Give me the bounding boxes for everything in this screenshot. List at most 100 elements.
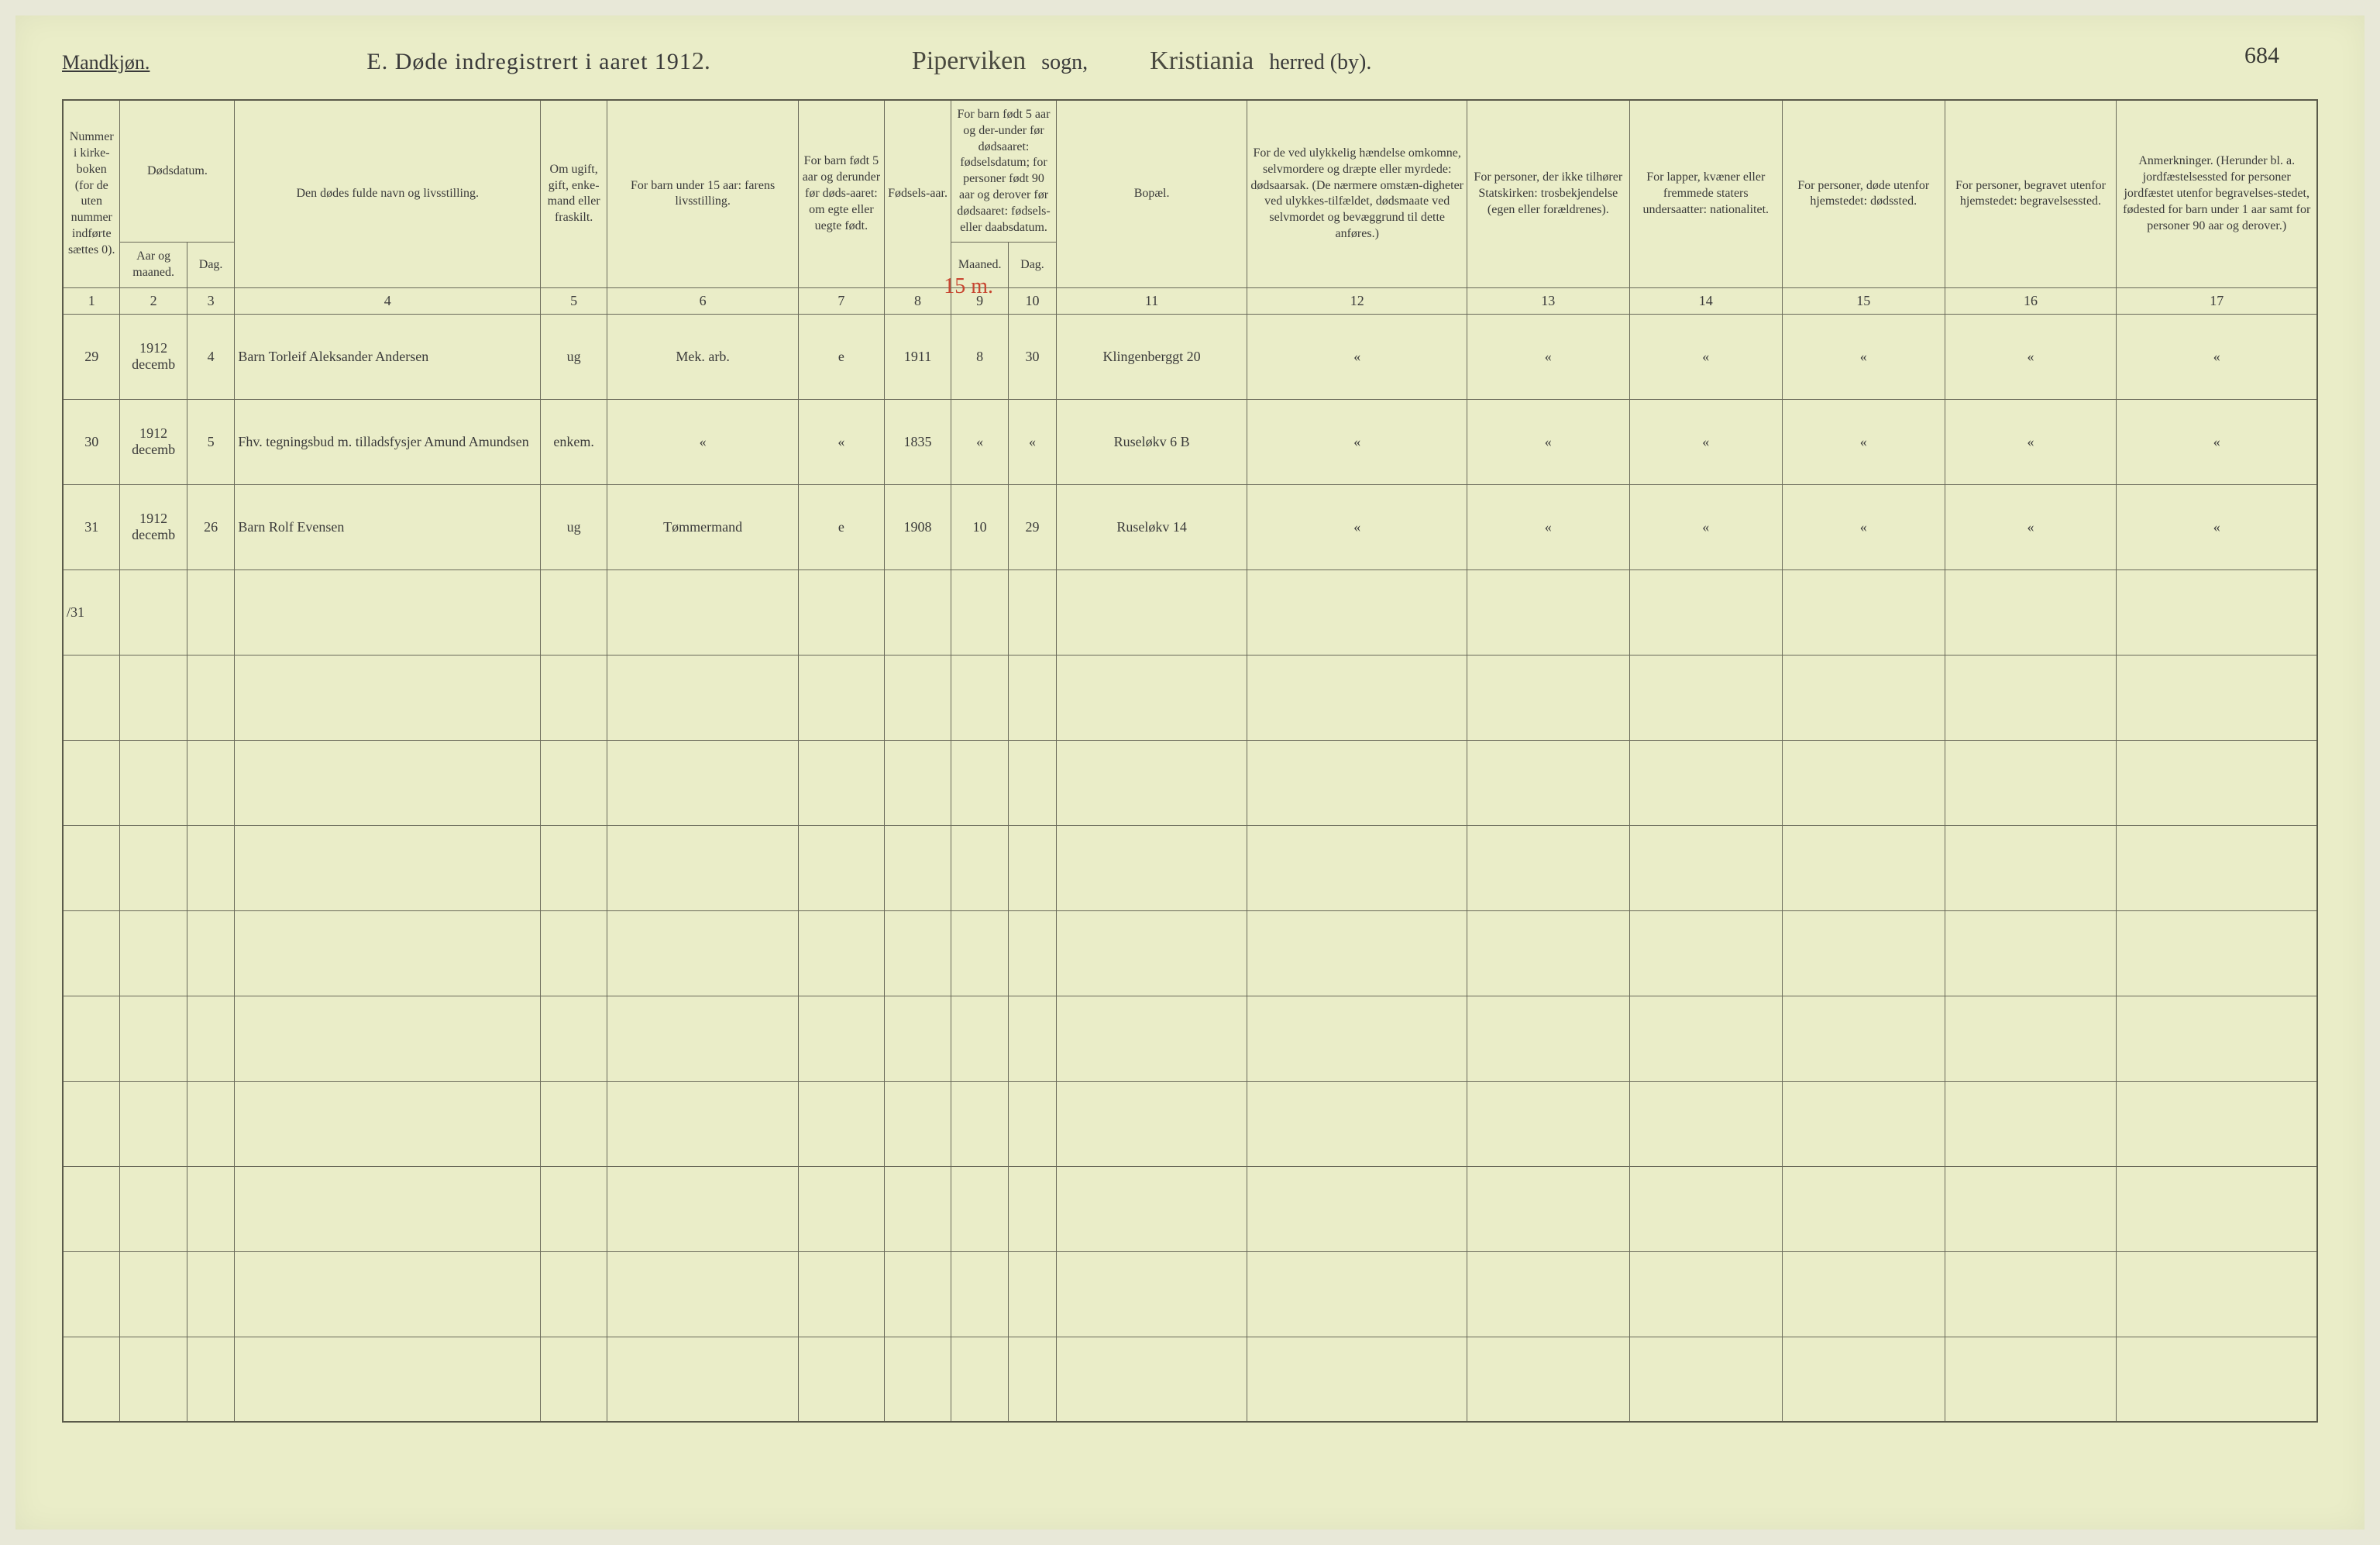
cell: « xyxy=(1009,399,1057,484)
cell xyxy=(607,996,799,1081)
cell xyxy=(235,1166,541,1251)
cell xyxy=(1467,996,1630,1081)
cell xyxy=(1056,996,1247,1081)
cell xyxy=(235,996,541,1081)
cell xyxy=(1782,740,1945,825)
cell: « xyxy=(1945,484,2117,569)
cell: 8 xyxy=(951,314,1009,399)
death-register-table: Nummer i kirke-boken (for de uten nummer… xyxy=(62,99,2318,1423)
cell xyxy=(607,1081,799,1166)
colnum: 15 xyxy=(1782,287,1945,314)
colnum: 12 xyxy=(1247,287,1467,314)
cell: « xyxy=(1247,399,1467,484)
table-row: 301912 decemb5Fhv. tegningsbud m. tillad… xyxy=(63,399,2317,484)
cell xyxy=(1945,1081,2117,1166)
cell xyxy=(1945,569,2117,655)
cell xyxy=(798,569,884,655)
cell xyxy=(235,1081,541,1166)
cell: « xyxy=(2117,314,2317,399)
cell xyxy=(607,1251,799,1337)
cell xyxy=(1056,1166,1247,1251)
cell: « xyxy=(1782,399,1945,484)
cell xyxy=(187,996,235,1081)
cell: Ruseløkv 14 xyxy=(1056,484,1247,569)
cell xyxy=(187,1081,235,1166)
cell xyxy=(1009,569,1057,655)
cell xyxy=(1056,1337,1247,1422)
cell xyxy=(951,569,1009,655)
cell xyxy=(120,825,187,910)
cell xyxy=(1945,1166,2117,1251)
cell xyxy=(1467,825,1630,910)
cell: 1912 decemb xyxy=(120,399,187,484)
cell xyxy=(120,996,187,1081)
cell: 1835 xyxy=(884,399,951,484)
cell xyxy=(120,1251,187,1337)
table-row xyxy=(63,1166,2317,1251)
cell xyxy=(1009,740,1057,825)
cell xyxy=(1782,825,1945,910)
col-header-5: Om ugift, gift, enke-mand eller fraskilt… xyxy=(540,100,607,287)
cell: Fhv. tegningsbud m. tilladsfysjer Amund … xyxy=(235,399,541,484)
cell xyxy=(235,825,541,910)
cell xyxy=(2117,1166,2317,1251)
sogn-label: sogn, xyxy=(1041,50,1088,75)
cell xyxy=(63,910,120,996)
cell: 26 xyxy=(187,484,235,569)
table-row xyxy=(63,910,2317,996)
year-suffix: 2. xyxy=(692,46,710,75)
cell: Tømmermand xyxy=(607,484,799,569)
table-row: 291912 decemb4Barn Torleif Aleksander An… xyxy=(63,314,2317,399)
table-row: /31 xyxy=(63,569,2317,655)
col-header-16: For personer, begravet utenfor hjemstede… xyxy=(1945,100,2117,287)
cell: /31 xyxy=(63,569,120,655)
cell xyxy=(187,1337,235,1422)
cell xyxy=(540,569,607,655)
sogn-value: Piperviken xyxy=(912,46,1026,76)
cell xyxy=(951,1337,1009,1422)
cell: « xyxy=(1945,399,2117,484)
cell xyxy=(951,1166,1009,1251)
cell: 10 xyxy=(951,484,1009,569)
cell xyxy=(1945,825,2117,910)
cell xyxy=(120,655,187,740)
cell: Klingenberggt 20 xyxy=(1056,314,1247,399)
cell xyxy=(951,1251,1009,1337)
cell xyxy=(1945,655,2117,740)
cell xyxy=(120,569,187,655)
cell xyxy=(1629,1166,1782,1251)
cell xyxy=(540,825,607,910)
col-header-7: For barn født 5 aar og derunder før døds… xyxy=(798,100,884,287)
cell: « xyxy=(1782,314,1945,399)
page-number: 684 xyxy=(2244,43,2279,69)
cell xyxy=(1629,996,1782,1081)
cell: Barn Rolf Evensen xyxy=(235,484,541,569)
cell xyxy=(2117,825,2317,910)
cell xyxy=(1782,655,1945,740)
gender-label: Mandkjøn. xyxy=(62,51,150,74)
cell xyxy=(235,910,541,996)
cell xyxy=(798,996,884,1081)
table-row xyxy=(63,996,2317,1081)
cell: « xyxy=(607,399,799,484)
cell xyxy=(798,1337,884,1422)
cell xyxy=(1467,569,1630,655)
cell xyxy=(187,569,235,655)
cell: 5 xyxy=(187,399,235,484)
cell xyxy=(1782,1337,1945,1422)
cell xyxy=(1782,569,1945,655)
cell xyxy=(63,1251,120,1337)
cell xyxy=(540,996,607,1081)
cell: « xyxy=(1629,314,1782,399)
cell xyxy=(1467,655,1630,740)
colnum: 2 xyxy=(120,287,187,314)
cell xyxy=(120,1081,187,1166)
cell xyxy=(1629,740,1782,825)
colnum: 13 xyxy=(1467,287,1630,314)
cell xyxy=(63,655,120,740)
cell xyxy=(187,655,235,740)
cell xyxy=(63,1081,120,1166)
title-prefix: E. Døde indregistrert i aaret 191 xyxy=(366,49,692,75)
col-header-8: Fødsels-aar. xyxy=(884,100,951,287)
cell xyxy=(235,740,541,825)
